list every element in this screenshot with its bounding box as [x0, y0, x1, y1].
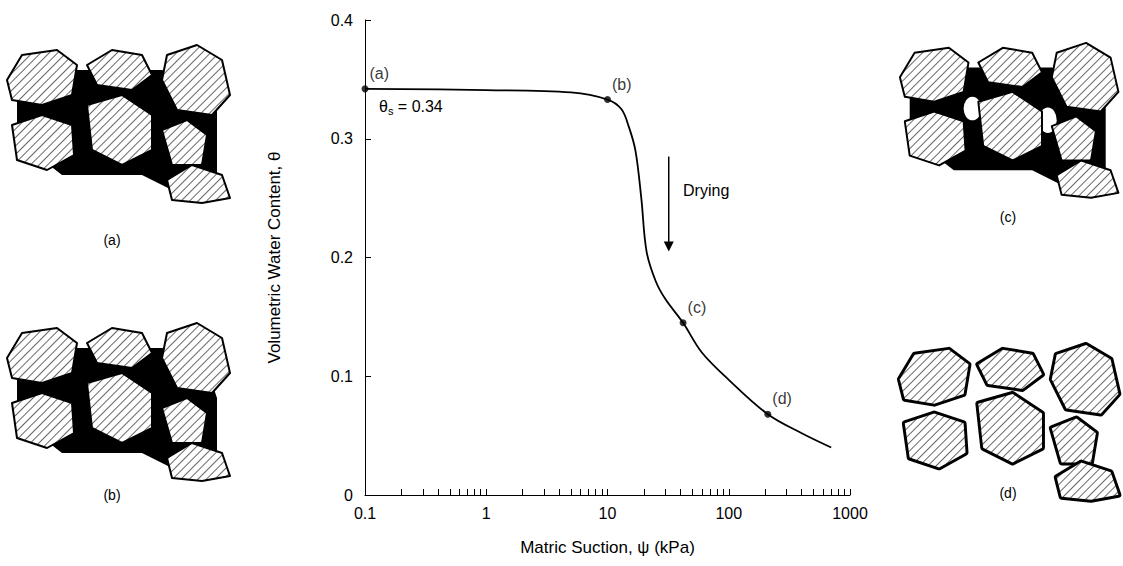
- svg-text:s: s: [387, 104, 394, 117]
- svg-text:10: 10: [599, 505, 617, 522]
- svg-text:θ: θ: [379, 98, 388, 115]
- svg-text:Volumetric Water Content, θ: Volumetric Water Content, θ: [265, 152, 284, 364]
- svg-text:= 0.34: = 0.34: [393, 98, 442, 115]
- svg-text:(d): (d): [772, 390, 792, 407]
- svg-text:Matric Suction, ψ (kPa): Matric Suction, ψ (kPa): [520, 538, 695, 557]
- svg-text:0.4: 0.4: [331, 12, 353, 29]
- svg-text:(c): (c): [1000, 209, 1016, 225]
- svg-text:(c): (c): [688, 299, 707, 316]
- svg-text:1: 1: [482, 505, 491, 522]
- svg-text:(a): (a): [370, 65, 390, 82]
- svg-text:1000: 1000: [832, 505, 868, 522]
- svg-text:(b): (b): [612, 76, 632, 93]
- svg-text:0.2: 0.2: [331, 249, 353, 266]
- svg-text:0.1: 0.1: [331, 368, 353, 385]
- svg-text:(b): (b): [103, 487, 120, 503]
- svg-text:(a): (a): [103, 232, 120, 248]
- svg-text:0.1: 0.1: [354, 505, 376, 522]
- svg-text:0: 0: [344, 487, 353, 504]
- svg-text:0.3: 0.3: [331, 130, 353, 147]
- svg-text:(d): (d): [999, 485, 1016, 501]
- svg-text:Drying: Drying: [683, 182, 729, 199]
- svg-text:100: 100: [715, 505, 742, 522]
